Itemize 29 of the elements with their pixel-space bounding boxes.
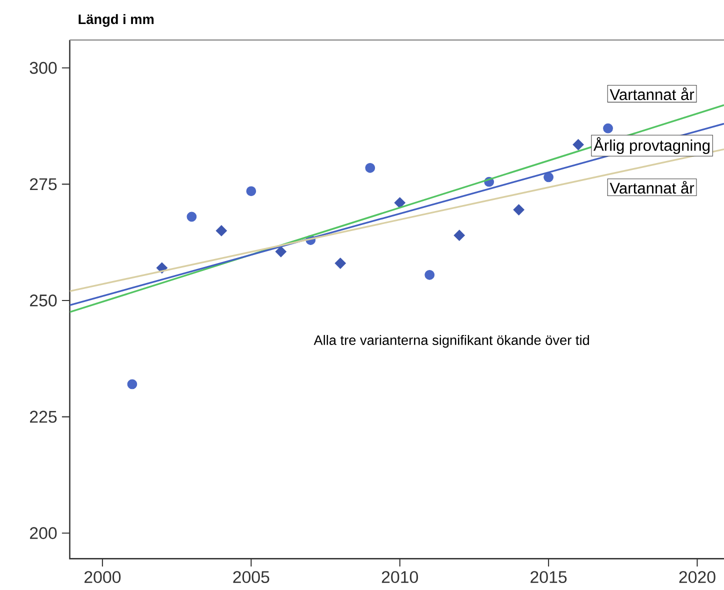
y-tick-label: 250 [30,294,57,307]
point [454,230,465,241]
point [544,172,554,182]
y-tick-label: 200 [30,527,57,540]
y-axis-title: Längd i mm [78,14,154,27]
point [216,225,228,236]
point [246,186,256,196]
point [572,139,584,150]
point [603,123,613,134]
x-tick-label: 2015 [530,571,567,584]
point [394,197,406,208]
point [424,270,435,280]
x-tick-label: 2005 [233,571,270,584]
annotation: Alla tre varianterna signifikant ökande över tid [314,335,589,348]
series-label: Årlig provtagning [594,137,710,154]
x-tick-label: 2020 [679,571,716,584]
point [275,246,286,258]
x-tick-label: 2000 [84,571,121,584]
y-tick-label: 300 [30,62,57,74]
x-tick-label: 2010 [382,571,418,584]
point [186,212,197,222]
series-label: Vartannat år [610,87,694,100]
series-label: Vartannat år [610,181,694,194]
point [127,379,138,390]
point [334,258,346,269]
point [365,163,376,173]
point [513,204,524,216]
y-tick-label: 275 [30,178,57,190]
y-tick-label: 225 [30,410,57,423]
